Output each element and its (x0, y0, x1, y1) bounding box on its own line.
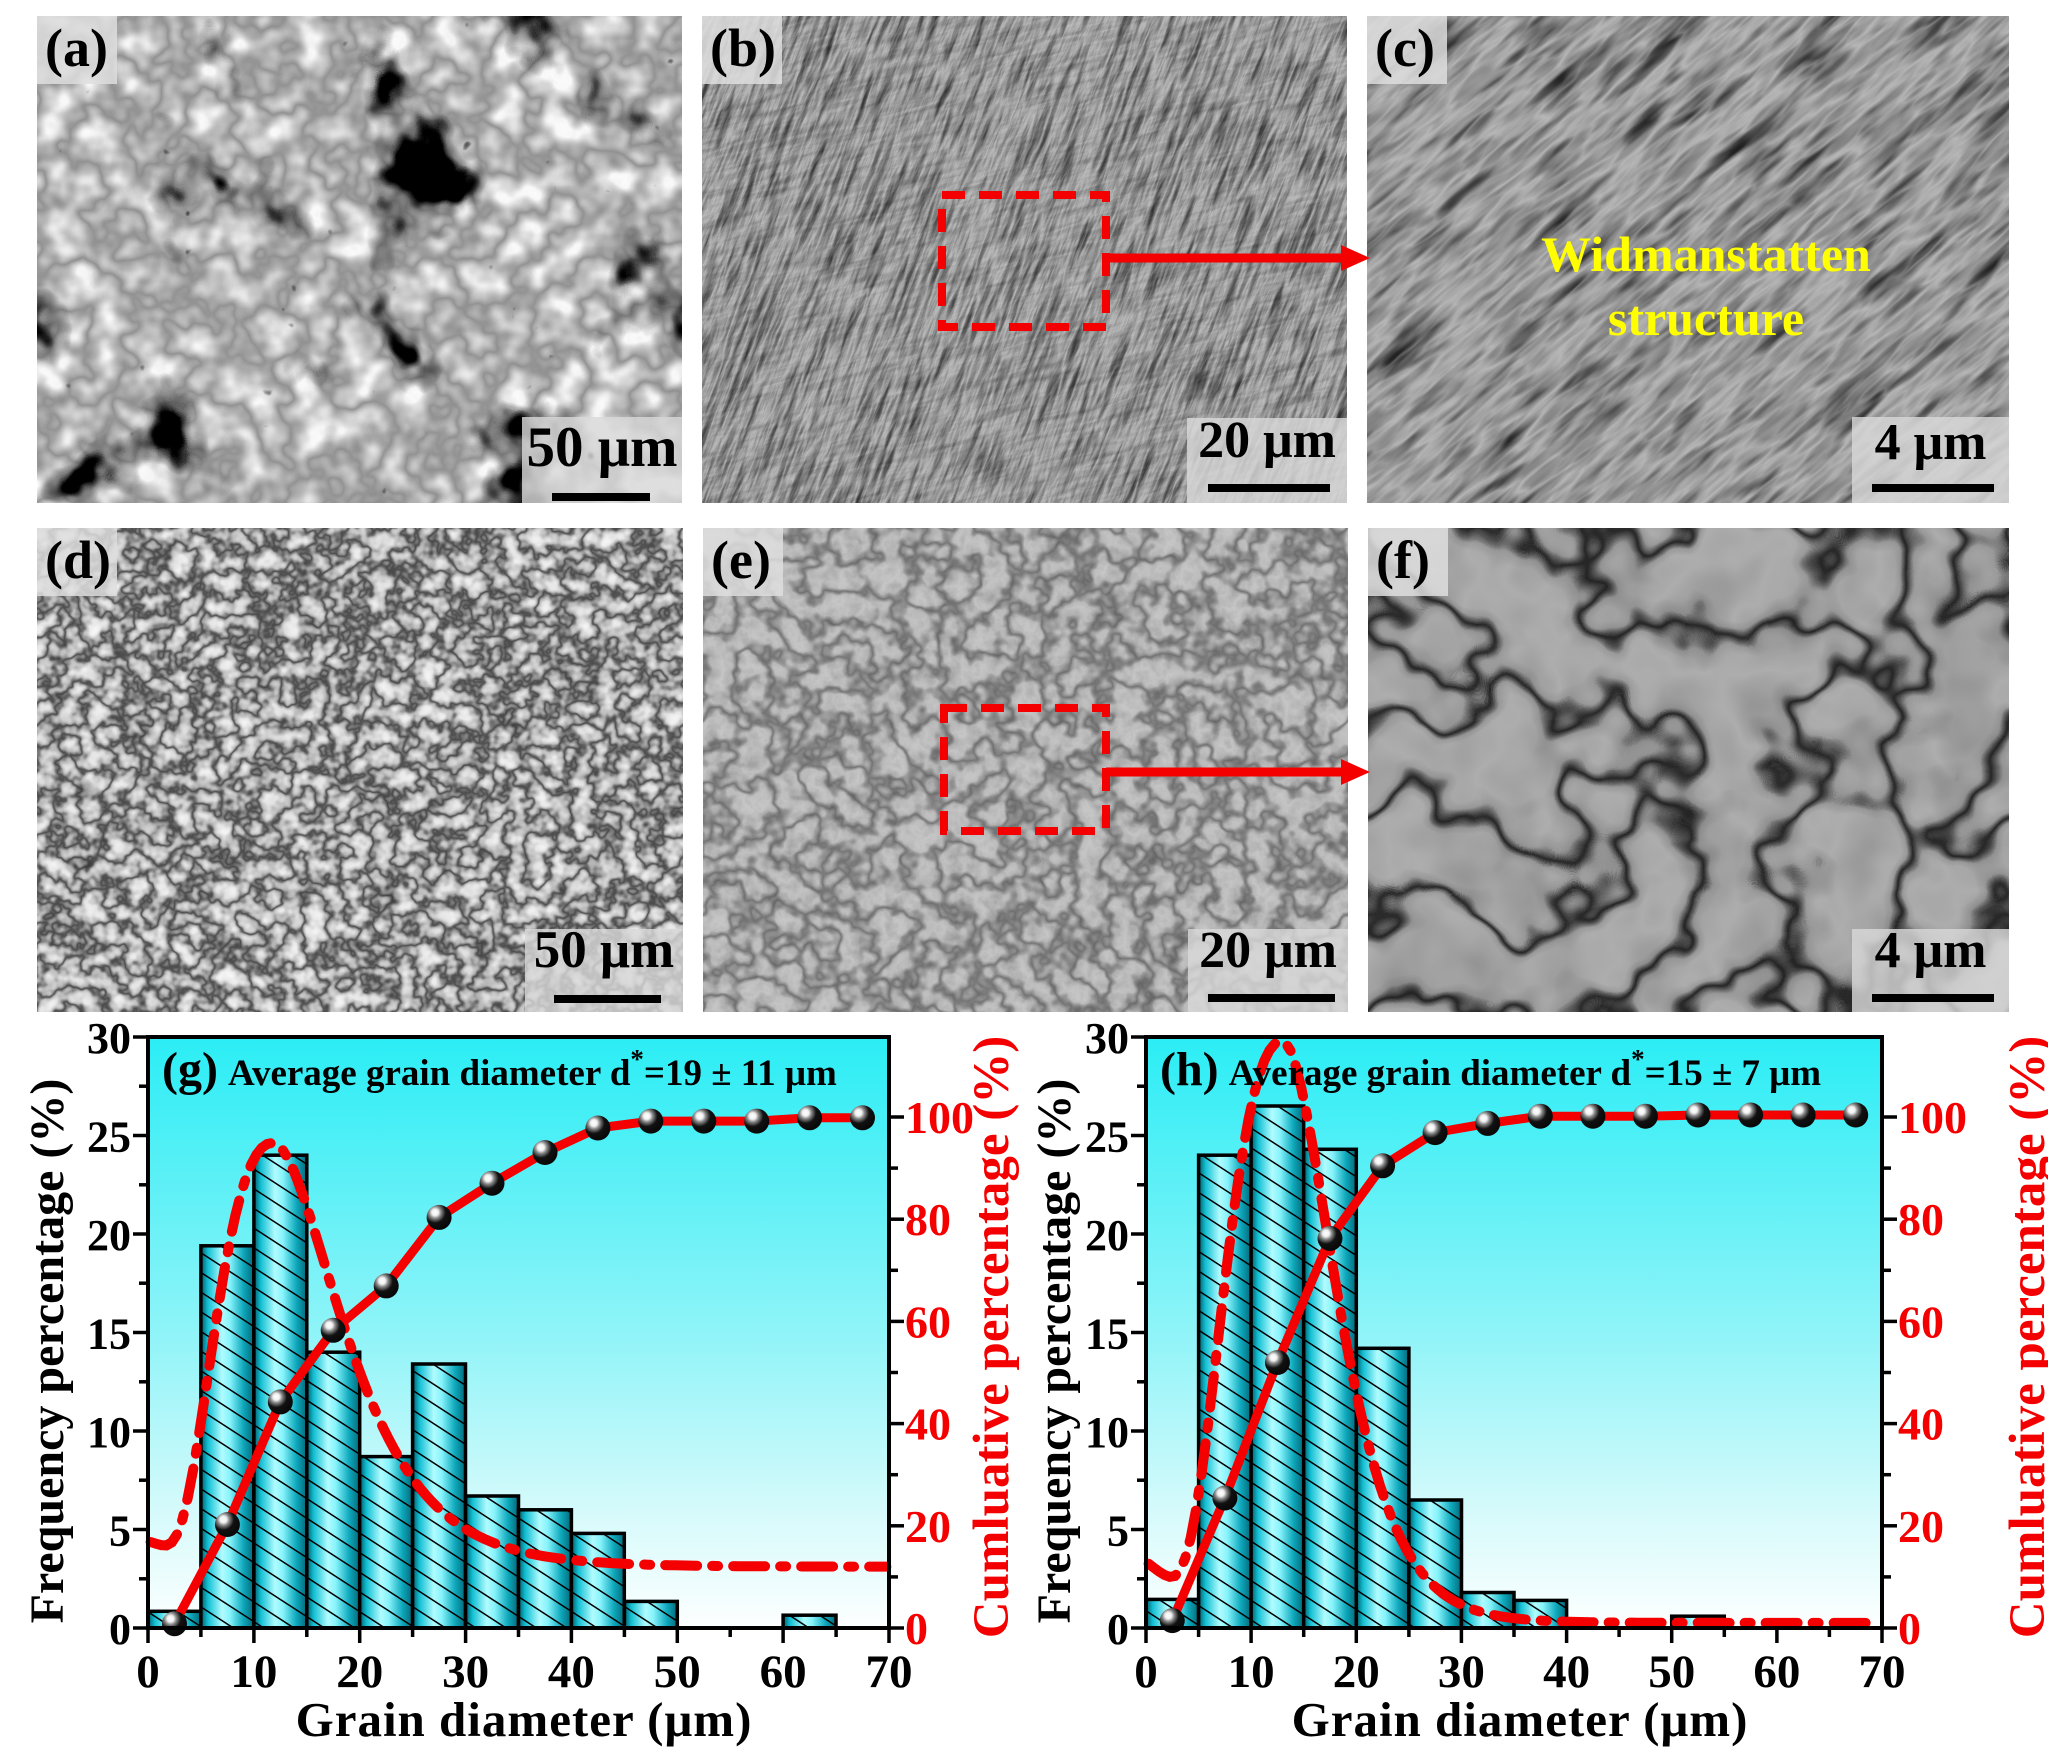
svg-text:60: 60 (1898, 1296, 1944, 1347)
svg-text:15: 15 (1085, 1310, 1129, 1359)
svg-text:40: 40 (1543, 1646, 1590, 1698)
svg-text:30: 30 (1085, 1014, 1129, 1063)
svg-text:0: 0 (905, 1603, 928, 1654)
svg-text:0: 0 (1107, 1605, 1129, 1654)
svg-text:0: 0 (136, 1646, 160, 1698)
svg-text:Frequency percentage (%): Frequency percentage (%) (21, 1079, 74, 1624)
svg-text:30: 30 (87, 1014, 131, 1063)
svg-text:100: 100 (1898, 1092, 1967, 1143)
svg-text:5: 5 (109, 1507, 131, 1556)
svg-text:20: 20 (87, 1211, 131, 1260)
svg-text:40: 40 (548, 1646, 595, 1698)
svg-text:25: 25 (87, 1113, 131, 1162)
svg-text:50: 50 (654, 1646, 701, 1698)
svg-text:60: 60 (905, 1296, 951, 1347)
svg-text:0: 0 (1134, 1646, 1158, 1698)
svg-text:60: 60 (1753, 1646, 1800, 1698)
svg-text:20: 20 (1333, 1646, 1380, 1698)
svg-text:50: 50 (1648, 1646, 1695, 1698)
svg-text:0: 0 (109, 1605, 131, 1654)
svg-text:70: 70 (1859, 1646, 1906, 1698)
svg-text:30: 30 (442, 1646, 489, 1698)
svg-text:25: 25 (1085, 1113, 1129, 1162)
svg-text:80: 80 (1898, 1194, 1944, 1245)
svg-text:40: 40 (905, 1399, 951, 1450)
svg-text:30: 30 (1438, 1646, 1485, 1698)
svg-text:10: 10 (230, 1646, 277, 1698)
svg-text:40: 40 (1898, 1399, 1944, 1450)
svg-text:10: 10 (1085, 1408, 1129, 1457)
svg-text:20: 20 (905, 1501, 951, 1552)
svg-text:0: 0 (1898, 1603, 1921, 1654)
svg-text:Frequency percentage (%): Frequency percentage (%) (1028, 1079, 1081, 1624)
svg-text:60: 60 (760, 1646, 807, 1698)
svg-text:Grain diameter (μm): Grain diameter (μm) (1292, 1692, 1749, 1747)
svg-text:10: 10 (87, 1408, 131, 1457)
svg-text:100: 100 (905, 1092, 974, 1143)
svg-text:20: 20 (1898, 1501, 1944, 1552)
svg-text:5: 5 (1107, 1507, 1129, 1556)
svg-text:70: 70 (866, 1646, 913, 1698)
svg-text:80: 80 (905, 1194, 951, 1245)
svg-text:20: 20 (1085, 1211, 1129, 1260)
svg-text:10: 10 (1228, 1646, 1275, 1698)
svg-text:20: 20 (336, 1646, 383, 1698)
svg-text:Cumluative percentage (%): Cumluative percentage (%) (964, 1036, 1020, 1638)
svg-text:15: 15 (87, 1310, 131, 1359)
svg-text:Grain diameter (μm): Grain diameter (μm) (296, 1692, 753, 1747)
svg-text:Cumluative percentage (%): Cumluative percentage (%) (2000, 1036, 2048, 1638)
